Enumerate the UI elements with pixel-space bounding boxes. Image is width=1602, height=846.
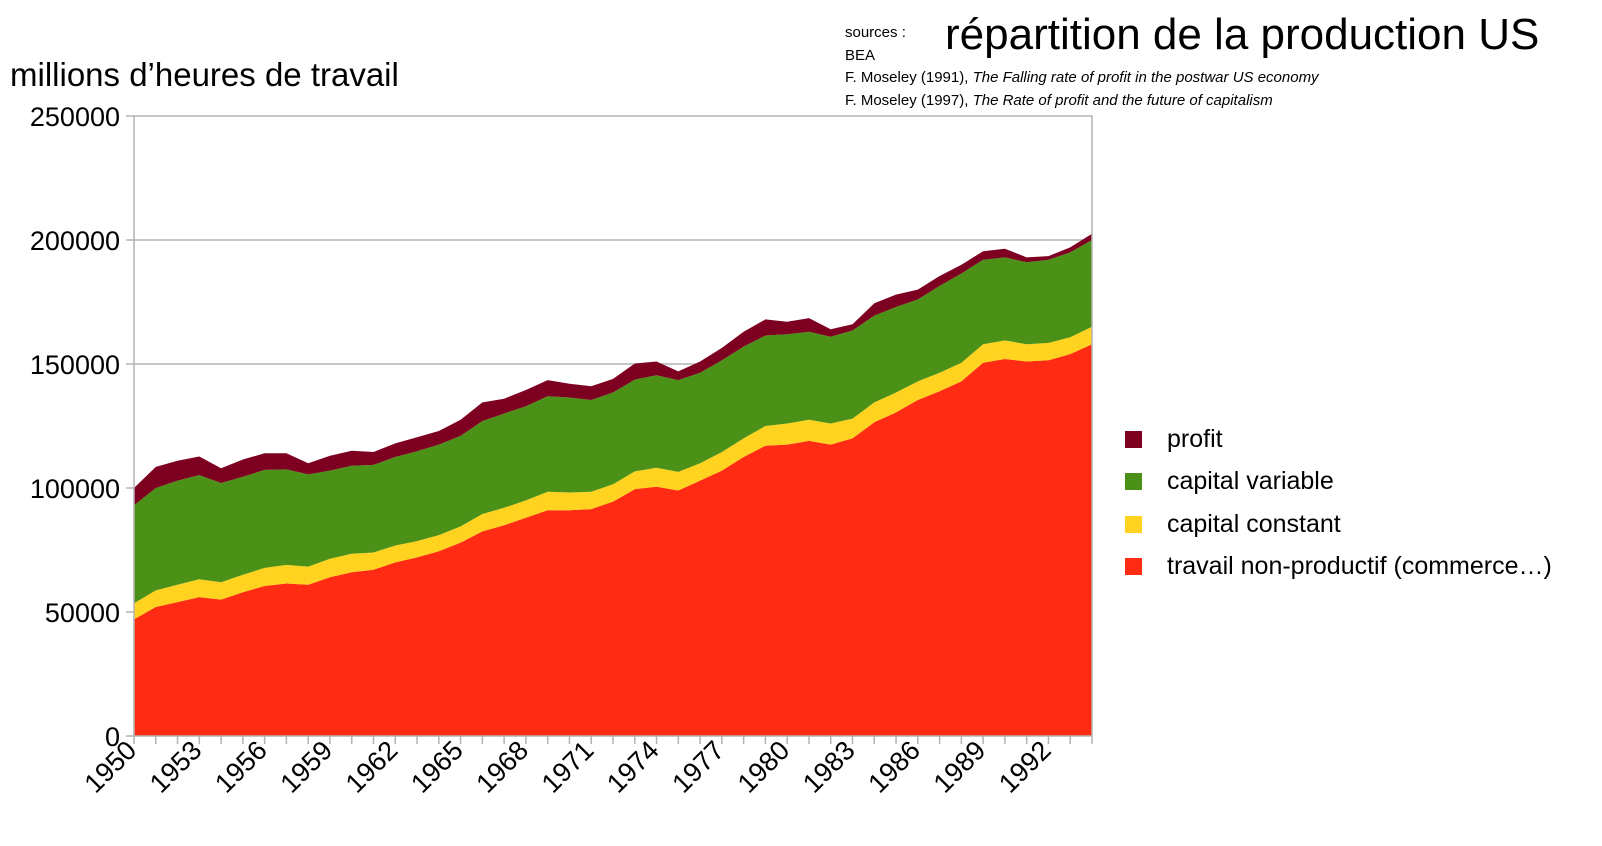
area-series-1 [134, 326, 1092, 620]
x-tick-label: 1980 [732, 735, 796, 799]
source-ref-1-author: F. Moseley (1991), [845, 69, 969, 86]
x-tick-label: 1983 [797, 735, 861, 799]
legend-item: capital variable [1125, 461, 1552, 504]
x-tick-label: 1974 [601, 735, 665, 799]
legend-label: profit [1167, 424, 1223, 453]
source-ref-1-title: The Falling rate of profit in the postwa… [972, 69, 1319, 86]
y-tick-label: 0 [105, 722, 120, 752]
y-tick-label: 200000 [30, 226, 120, 256]
source-ref-1: F. Moseley (1991), The Falling rate of p… [845, 67, 1319, 90]
legend-label: capital constant [1167, 509, 1341, 538]
legend-item: capital constant [1125, 503, 1552, 546]
legend-swatch [1125, 430, 1142, 448]
source-bea: BEA [845, 46, 876, 64]
legend-label: capital variable [1167, 467, 1334, 496]
area-series-2 [134, 240, 1092, 604]
legend-label: travail non-productif (commerce…) [1167, 552, 1552, 581]
source-ref-2-title: The Rate of profit and the future of cap… [972, 91, 1273, 109]
x-tick-label: 1965 [405, 735, 469, 799]
x-tick-label: 1962 [340, 735, 404, 799]
source-ref-2-author: F. Moseley (1997), [845, 91, 969, 109]
x-tick-label: 1956 [209, 735, 273, 799]
x-tick-label: 1959 [275, 735, 339, 799]
legend-swatch [1125, 515, 1142, 533]
chart-title: répartition de la production US [945, 10, 1540, 59]
sources-block: sources : BEA F. Moseley (1991), The Fal… [845, 22, 1319, 112]
area-series-3 [134, 233, 1092, 506]
y-tick-label: 50000 [45, 598, 120, 628]
x-tick-label: 1968 [470, 735, 534, 799]
legend-item: profit [1125, 418, 1552, 461]
sources-label: sources : [845, 24, 906, 41]
y-tick-label: 250000 [30, 102, 120, 132]
area-series [134, 233, 1092, 736]
x-tick-label: 1986 [862, 735, 926, 799]
y-tick-label: 150000 [30, 350, 120, 380]
x-tick-label: 1977 [666, 735, 730, 799]
legend-swatch [1125, 473, 1142, 491]
x-tick-label: 1989 [928, 735, 992, 799]
legend-swatch [1125, 558, 1142, 576]
x-tick-label: 1953 [144, 735, 208, 799]
legend-item: travail non-productif (commerce…) [1125, 546, 1552, 589]
y-tick-label: 100000 [30, 474, 120, 504]
area-series-0 [134, 344, 1092, 736]
legend: profit capital variable capital constant tr… [1125, 418, 1552, 588]
source-ref-2: F. Moseley (1997), The Rate of profit an… [845, 90, 1319, 113]
x-tick-label: 1950 [79, 735, 143, 799]
x-tick-label: 1992 [993, 735, 1057, 799]
y-axis-label: millions d’heures de travail [10, 56, 399, 93]
x-tick-label: 1971 [536, 735, 600, 799]
